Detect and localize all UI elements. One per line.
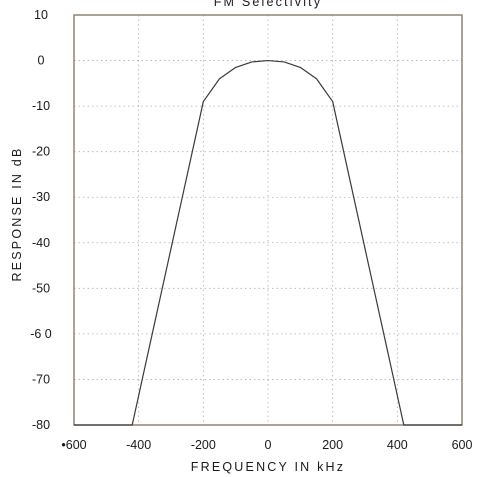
x-tick-label: 200 — [322, 438, 343, 452]
y-tick-label: -80 — [32, 418, 50, 432]
y-tick-label: 10 — [34, 8, 48, 22]
x-tick-label: -200 — [191, 438, 216, 452]
response-curve — [74, 59, 462, 426]
y-tick-labels: 10 0 -10 -20 -30 -40 -50 -6 0 -70 -80 — [30, 8, 52, 432]
series-group — [74, 59, 462, 426]
x-tick-label: -400 — [126, 438, 151, 452]
y-tick-label: -40 — [32, 236, 50, 250]
x-axis-label: FREQUENCY IN kHz — [191, 460, 345, 474]
x-tick-label: 400 — [387, 438, 408, 452]
y-tick-label: -6 0 — [30, 327, 52, 341]
x-tick-label: 600 — [452, 438, 473, 452]
y-tick-label: -10 — [32, 99, 50, 113]
y-tick-label: 0 — [38, 54, 45, 68]
y-tick-label: -30 — [32, 190, 50, 204]
x-tick-label: •600 — [61, 438, 86, 452]
y-tick-label: -20 — [32, 145, 50, 159]
y-tick-label: -70 — [32, 372, 50, 386]
y-tick-label: -50 — [32, 281, 50, 295]
x-tick-label: 0 — [265, 438, 272, 452]
y-axis-label: RESPONSE IN dB — [10, 147, 24, 282]
chart-title: FM Selectivity — [214, 0, 323, 9]
grid-lines — [74, 15, 462, 425]
x-tick-labels: •600 -400 -200 0 200 400 600 — [61, 438, 472, 452]
plot-frame — [73, 14, 463, 426]
